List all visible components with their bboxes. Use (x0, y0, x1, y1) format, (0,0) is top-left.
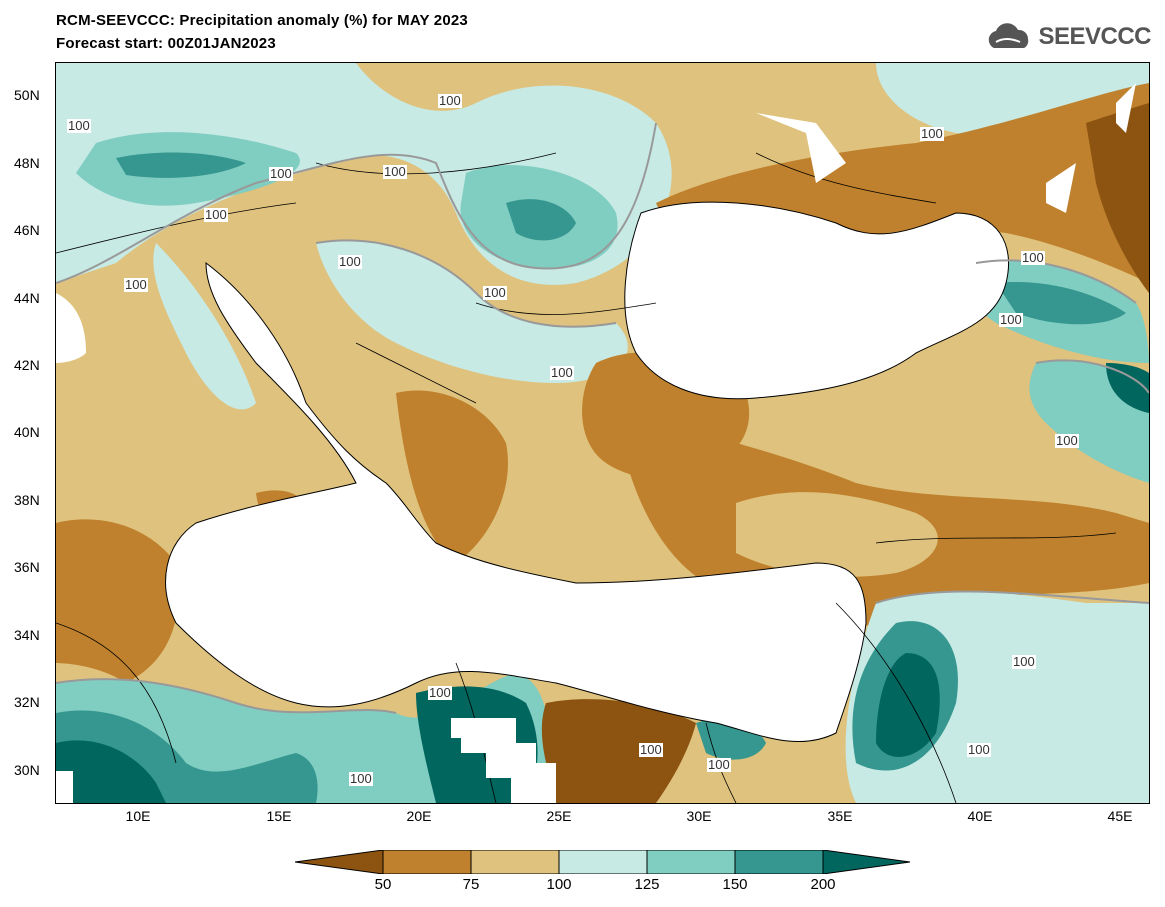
colorbar-swatch-125-150 (646, 850, 736, 874)
contour-label: 100 (383, 164, 407, 179)
lon-label-10e: 10E (125, 808, 151, 824)
forecast-start: Forecast start: 00Z01JAN2023 (56, 35, 276, 52)
contour-label: 100 (204, 207, 228, 222)
lon-label-35e: 35E (827, 808, 853, 824)
contour-label: 100 (1055, 433, 1079, 448)
colorbar-label-150: 150 (722, 876, 748, 893)
contour-label: 100 (338, 254, 362, 269)
contour-label: 100 (550, 365, 574, 380)
contour-label: 100 (269, 166, 293, 181)
lat-label-34n: 34N (14, 627, 40, 643)
colorbar-label-50: 50 (374, 876, 392, 893)
colorbar-label-75: 75 (462, 876, 480, 893)
lat-label-50n: 50N (14, 87, 40, 103)
lat-label-44n: 44N (14, 290, 40, 306)
contour-label: 100 (1012, 654, 1036, 669)
logo-text: SEEVCCC (1038, 23, 1151, 50)
lat-label-46n: 46N (14, 222, 40, 238)
lon-label-45e: 45E (1107, 808, 1133, 824)
contour-label: 100 (483, 285, 507, 300)
contour-label: 100 (349, 771, 373, 786)
lon-label-30e: 30E (686, 808, 712, 824)
lat-label-38n: 38N (14, 492, 40, 508)
lat-label-32n: 32N (14, 694, 40, 710)
contour-label: 100 (707, 757, 731, 772)
colorbar-swatch-50-75 (382, 850, 472, 874)
contour-label: 100 (967, 742, 991, 757)
colorbar-swatch-150-200 (734, 850, 824, 874)
colorbar-swatch-above-200 (822, 850, 911, 874)
colorbar-swatch-75-100 (470, 850, 560, 874)
colorbar-swatch-100-125 (558, 850, 648, 874)
contour-label: 100 (920, 126, 944, 141)
lat-label-40n: 40N (14, 424, 40, 440)
contour-label: 100 (999, 312, 1023, 327)
cloud-icon (989, 23, 1029, 48)
contour-label: 100 (67, 118, 91, 133)
lon-label-40e: 40E (967, 808, 993, 824)
lat-label-42n: 42N (14, 357, 40, 373)
lon-label-25e: 25E (546, 808, 572, 824)
colorbar-label-125: 125 (634, 876, 660, 893)
map-title: RCM-SEEVCCC: Precipitation anomaly (%) f… (56, 12, 468, 29)
contour-label: 100 (438, 93, 462, 108)
lon-label-20e: 20E (406, 808, 432, 824)
contour-label: 100 (124, 277, 148, 292)
colorbar-swatch-below-50 (295, 850, 384, 874)
seevccc-logo: SEEVCCC (982, 22, 1151, 52)
lat-label-36n: 36N (14, 559, 40, 575)
contour-label: 100 (428, 685, 452, 700)
colorbar-label-100: 100 (546, 876, 572, 893)
contour-label: 100 (1021, 250, 1045, 265)
anomaly-map (55, 62, 1150, 804)
contour-label: 100 (639, 742, 663, 757)
colorbar-label-200: 200 (810, 876, 836, 893)
lat-label-30n: 30N (14, 762, 40, 778)
colorbar (295, 850, 911, 874)
lon-label-15e: 15E (266, 808, 292, 824)
lat-label-48n: 48N (14, 155, 40, 171)
